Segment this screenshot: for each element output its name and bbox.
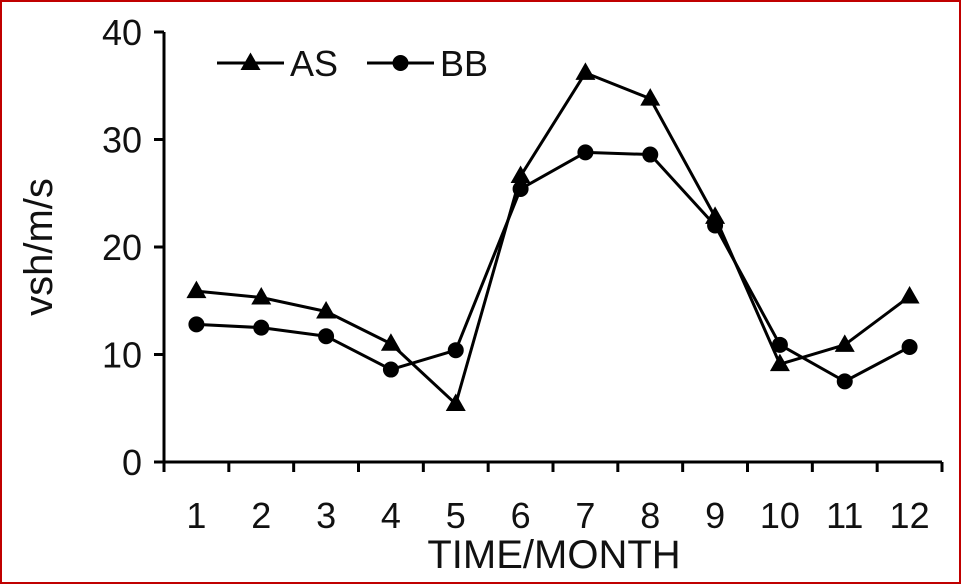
data-point bbox=[318, 328, 335, 345]
data-point bbox=[445, 393, 466, 411]
y-axis-title: vsh/m/s bbox=[17, 178, 61, 316]
x-tick-label: 10 bbox=[760, 495, 800, 536]
data-point bbox=[707, 217, 724, 234]
data-point bbox=[316, 301, 337, 319]
data-point bbox=[510, 165, 531, 184]
series-layer bbox=[186, 62, 920, 411]
x-tick-label: 11 bbox=[826, 495, 863, 536]
y-tick-labels: 0 10 20 30 40 bbox=[102, 12, 142, 483]
x-tick-label: 8 bbox=[640, 495, 660, 536]
data-point bbox=[253, 319, 270, 336]
data-point bbox=[575, 62, 596, 80]
data-point bbox=[640, 88, 661, 106]
x-tick-label: 1 bbox=[186, 495, 206, 536]
x-tick-label: 4 bbox=[381, 495, 401, 536]
x-tick-label: 6 bbox=[511, 495, 531, 536]
data-point bbox=[642, 146, 659, 163]
data-point bbox=[901, 338, 918, 355]
series-line bbox=[196, 71, 911, 406]
data-point bbox=[186, 280, 207, 299]
data-point bbox=[382, 361, 399, 378]
data-point bbox=[899, 285, 920, 304]
legend-marker bbox=[240, 52, 261, 70]
x-tick-label: 7 bbox=[575, 495, 595, 536]
y-tick-label: 40 bbox=[102, 12, 142, 53]
data-point bbox=[836, 373, 853, 390]
data-point bbox=[577, 144, 594, 161]
x-tick-label: 12 bbox=[890, 495, 930, 536]
legend-item-bb: BB bbox=[367, 43, 488, 84]
axes bbox=[154, 30, 944, 472]
series-as bbox=[186, 62, 920, 411]
legend-item-as: AS bbox=[217, 43, 338, 84]
legend: AS BB bbox=[217, 43, 488, 84]
x-tick-labels: 1 2 3 4 5 6 7 8 9 10 11 12 bbox=[186, 495, 929, 536]
x-tick-label: 9 bbox=[705, 495, 725, 536]
data-point bbox=[771, 336, 788, 353]
data-point bbox=[447, 342, 464, 359]
y-tick-label: 30 bbox=[102, 120, 142, 161]
x-axis-title: TIME/MONTH bbox=[427, 533, 680, 577]
legend-marker bbox=[392, 55, 409, 71]
y-tick-label: 20 bbox=[102, 227, 142, 268]
x-tick-label: 5 bbox=[446, 495, 466, 536]
data-point bbox=[512, 180, 529, 197]
data-point bbox=[834, 334, 855, 352]
legend-label: BB bbox=[440, 43, 488, 84]
data-point bbox=[380, 333, 401, 351]
x-tick-label: 2 bbox=[251, 495, 271, 536]
data-point bbox=[251, 287, 272, 305]
x-tick-label: 3 bbox=[316, 495, 336, 536]
data-point bbox=[188, 316, 205, 333]
data-point bbox=[769, 353, 790, 372]
series-line bbox=[196, 150, 911, 383]
series-bb bbox=[188, 144, 918, 390]
legend-label: AS bbox=[290, 43, 338, 84]
y-tick-label: 0 bbox=[122, 442, 142, 483]
y-tick-label: 10 bbox=[102, 335, 142, 376]
